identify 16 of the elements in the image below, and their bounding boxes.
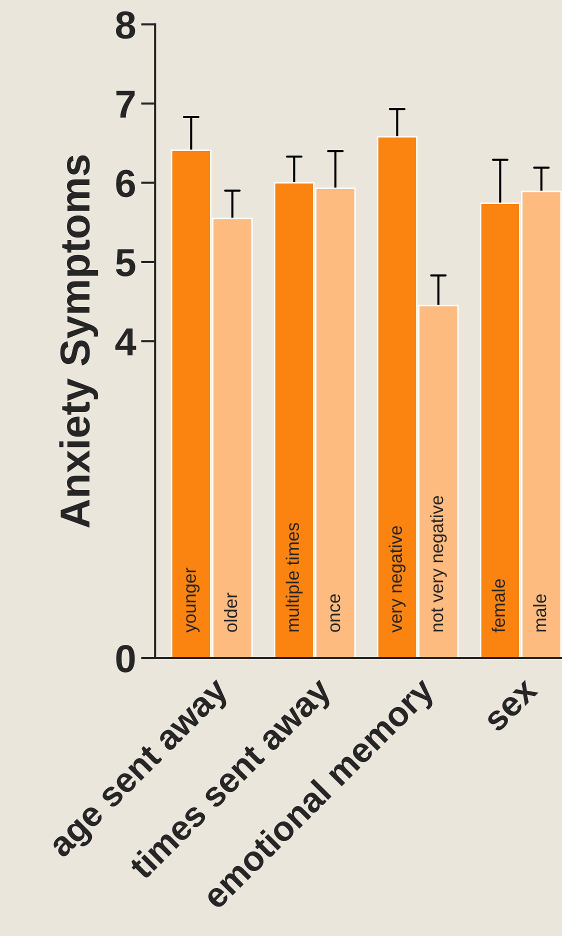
y-tick-label: 6 xyxy=(116,170,135,198)
y-axis-title: Anxiety Symptoms xyxy=(59,155,98,528)
annotation: male xyxy=(532,594,546,632)
annotation: younger xyxy=(186,568,200,633)
annotation: female xyxy=(492,579,506,632)
y-tick-label: 0 xyxy=(116,644,135,672)
y-tick-label: 5 xyxy=(116,249,136,276)
y-tick-label: 8 xyxy=(116,11,136,39)
annotation: multiple times xyxy=(286,522,303,632)
annotation: once xyxy=(330,594,340,632)
y-tick-label: 7 xyxy=(116,90,135,118)
y-tick-label: 4 xyxy=(115,328,136,356)
annotation: not very negative xyxy=(430,496,447,632)
annotation: older xyxy=(224,592,238,632)
x-tick-label: sex xyxy=(485,679,539,733)
annotation: very negative xyxy=(388,526,406,633)
